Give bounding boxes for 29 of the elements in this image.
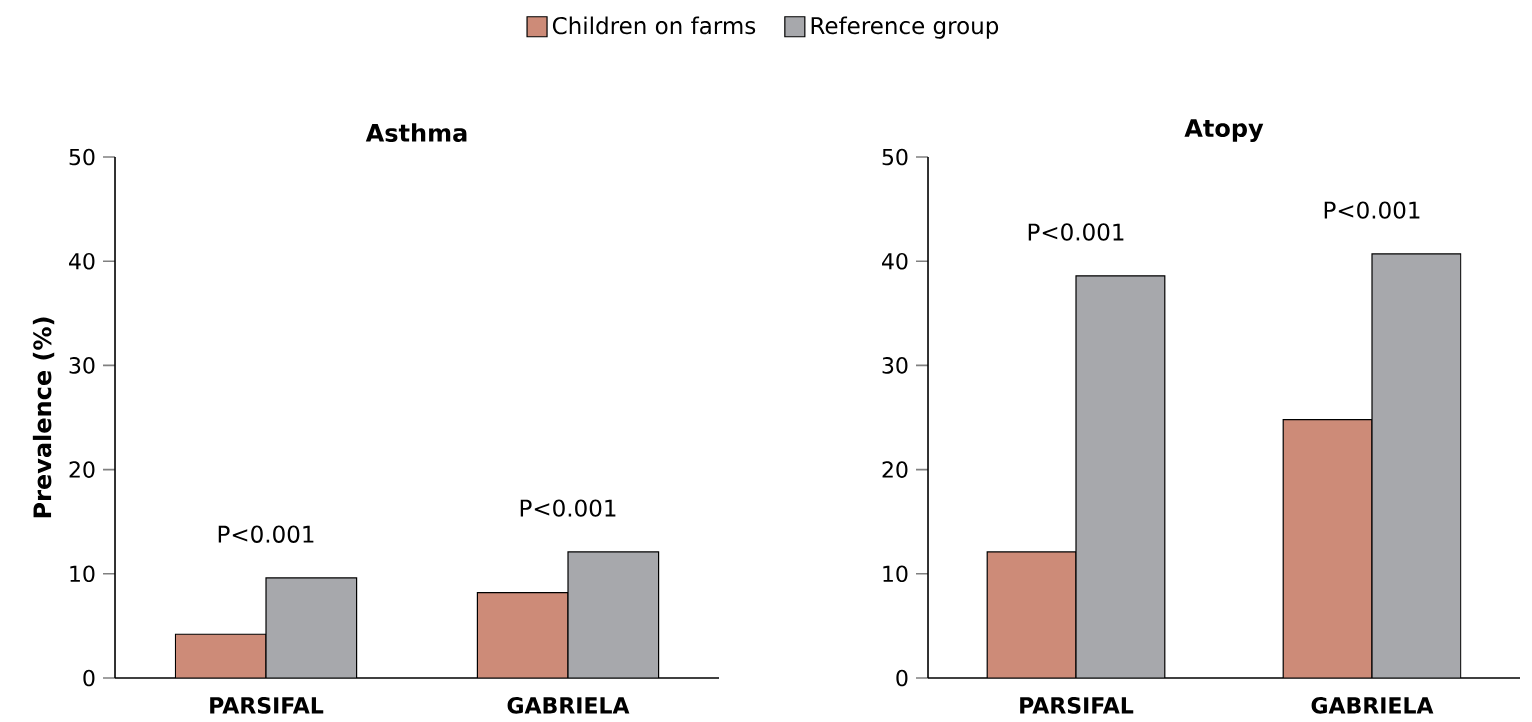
y-axis-title: Prevalence (%): [32, 317, 55, 518]
x-tick-label: GABRIELA: [507, 697, 630, 714]
legend-label: Reference group: [811, 16, 999, 39]
annotation: P<0.001: [1324, 201, 1420, 219]
chart-title: Atopy: [1184, 119, 1264, 142]
bar: [986, 551, 1077, 678]
y-tick-label: 20: [882, 461, 908, 478]
chart-title: Asthma: [365, 123, 467, 142]
bar: [174, 633, 267, 678]
y-tick-label: 30: [69, 357, 95, 374]
y-tick-label: 30: [882, 357, 908, 374]
legend-label: Children on farms: [552, 16, 756, 35]
y-tick-label: 20: [69, 461, 95, 478]
annotation: P<0.001: [520, 499, 616, 517]
annotation: P<0.001: [218, 525, 314, 543]
y-tick-label: 0: [83, 669, 95, 687]
y-tick-label: 40: [69, 252, 95, 270]
x-tick-label: PARSIFAL: [210, 697, 324, 714]
annotation: P<0.001: [1028, 223, 1124, 241]
x-tick-label: PARSIFAL: [1020, 697, 1134, 714]
x-tick-label: GABRIELA: [1311, 697, 1434, 714]
y-tick-label: 50: [69, 148, 95, 166]
y-tick-label: 40: [882, 252, 908, 270]
bar: [1282, 418, 1373, 678]
y-tick-label: 10: [70, 565, 95, 583]
bar: [476, 591, 569, 678]
y-tick-label: 50: [882, 148, 908, 166]
y-tick-label: 10: [883, 565, 908, 583]
y-tick-label: 0: [896, 669, 908, 687]
